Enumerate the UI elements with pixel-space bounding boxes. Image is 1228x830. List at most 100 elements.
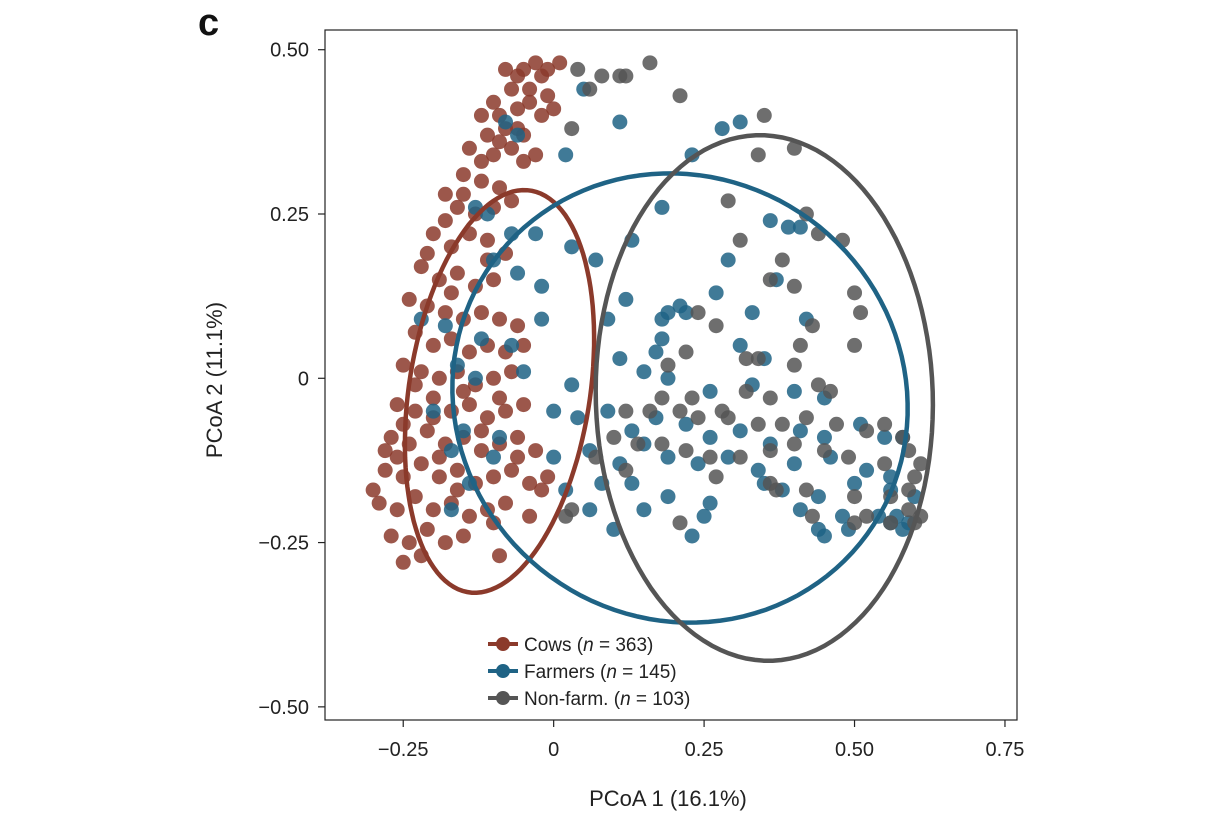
cows-point <box>546 101 562 117</box>
cows-point <box>473 305 489 321</box>
farmers-point <box>660 449 676 465</box>
farmers-point <box>744 305 760 321</box>
cows-point <box>437 186 453 202</box>
cows-point <box>389 449 405 465</box>
non-farm-point <box>786 140 802 156</box>
cows-point <box>498 495 514 511</box>
cows-point <box>413 259 429 275</box>
non-farm-point <box>822 383 838 399</box>
non-farm-point <box>901 482 917 498</box>
farmers-point <box>528 226 544 242</box>
cows-point <box>504 462 520 478</box>
legend-count: = 363) <box>594 635 654 656</box>
cows-point <box>473 107 489 123</box>
farmers-point <box>732 114 748 130</box>
cows-point <box>528 147 544 163</box>
non-farm-point <box>762 390 778 406</box>
non-farm-point <box>720 193 736 209</box>
cows-point <box>455 186 471 202</box>
y-tick-label: 0 <box>298 368 309 390</box>
farmers-point <box>690 456 706 472</box>
farmers-point <box>654 311 670 327</box>
cows-point <box>419 521 435 537</box>
farmers-point <box>684 528 700 544</box>
legend-marker-farmers <box>496 664 510 678</box>
cows-point <box>485 272 501 288</box>
non-farm-point <box>570 61 586 77</box>
non-farm-point <box>708 469 724 485</box>
cows-point <box>504 364 520 380</box>
farmers-point <box>437 318 453 334</box>
cows-point <box>492 311 508 327</box>
points-layer <box>365 55 929 570</box>
non-farm-point <box>618 68 634 84</box>
cows-point <box>492 180 508 196</box>
cows-point <box>540 469 556 485</box>
cows-point <box>473 173 489 189</box>
farmers-point <box>786 456 802 472</box>
cows-point <box>540 61 556 77</box>
non-farm-point <box>804 508 820 524</box>
non-farm-point <box>720 410 736 426</box>
cows-point <box>449 482 465 498</box>
farmers-point <box>510 127 526 143</box>
legend-label-text: Farmers ( <box>524 662 607 683</box>
farmers-point <box>720 252 736 268</box>
cows-point <box>492 548 508 564</box>
cows-point <box>479 127 495 143</box>
farmers-point <box>696 508 712 524</box>
non-farm-point <box>606 429 622 445</box>
y-axis: −0.50 −0.25 0 0.25 0.50 <box>258 40 325 719</box>
cows-point <box>479 232 495 248</box>
farmers-point <box>443 443 459 459</box>
non-farm-point <box>630 436 646 452</box>
cows-point <box>510 318 526 334</box>
non-farm-point <box>672 403 688 419</box>
cows-point <box>437 305 453 321</box>
legend-count: = 145) <box>617 662 677 683</box>
farmers-point <box>702 383 718 399</box>
farmers-point <box>534 311 550 327</box>
cows-point <box>431 449 447 465</box>
non-farm-point <box>901 502 917 518</box>
non-farm-point <box>913 456 929 472</box>
y-tick-label: 0.25 <box>270 204 309 226</box>
farmers-point <box>750 462 766 478</box>
cows-point <box>395 357 411 373</box>
farmers-point <box>834 508 850 524</box>
non-farm-point <box>594 68 610 84</box>
farmers-point <box>792 219 808 235</box>
non-farm-point <box>768 482 784 498</box>
farmers-point <box>600 403 616 419</box>
cows-point <box>377 443 393 459</box>
farmers-point <box>624 475 640 491</box>
non-farm-point <box>690 410 706 426</box>
farmers-point <box>648 344 664 360</box>
non-farm-point <box>786 278 802 294</box>
farmers-point <box>473 331 489 347</box>
non-farm-point <box>804 318 820 334</box>
farmers-point <box>816 429 832 445</box>
non-farm-point <box>810 377 826 393</box>
panel-letter: c <box>198 2 220 44</box>
non-farm-point <box>774 252 790 268</box>
cows-point <box>401 291 417 307</box>
farmers-point <box>708 285 724 301</box>
farmers-point <box>636 364 652 380</box>
cows-point <box>504 193 520 209</box>
non-farm-point <box>847 337 863 353</box>
cows-point <box>485 469 501 485</box>
cows-point <box>461 140 477 156</box>
ellipse-layer <box>402 133 936 663</box>
cows-point <box>473 443 489 459</box>
cows-point <box>407 403 423 419</box>
legend-label-farmers: Farmers (n = 145) <box>524 662 677 683</box>
legend: Cows (n = 363)Farmers (n = 145)Non-farm.… <box>488 635 690 710</box>
x-axis-title: PCoA 1 (16.1%) <box>589 786 747 811</box>
cows-point <box>449 462 465 478</box>
non-farm-point <box>642 403 658 419</box>
farmers-point <box>786 383 802 399</box>
farmers-point <box>618 291 634 307</box>
farmers-point <box>425 403 441 419</box>
x-tick-label: −0.25 <box>378 739 429 761</box>
